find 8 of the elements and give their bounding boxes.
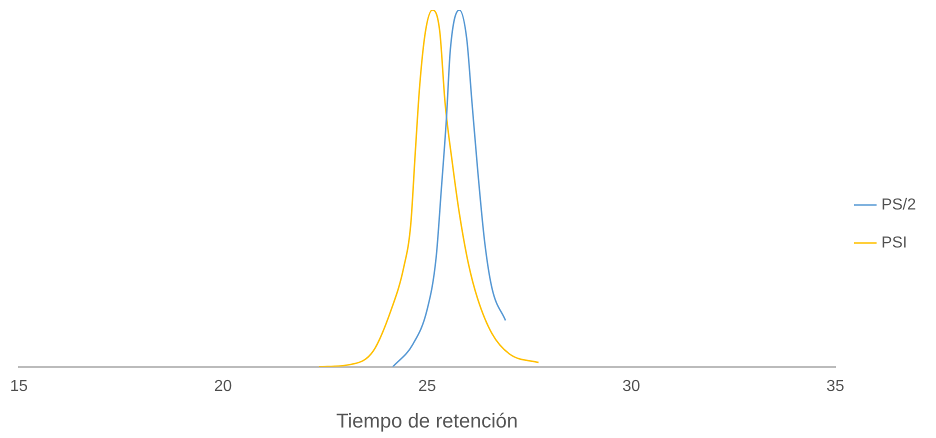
x-tick-label: 20 (214, 378, 232, 395)
legend-label: PS/2 (881, 196, 916, 214)
legend-label: PSI (881, 234, 908, 252)
x-tick-label: 25 (418, 378, 436, 395)
x-tick-label: 35 (826, 378, 844, 395)
x-axis-title: Tiempo de retención (336, 410, 518, 433)
x-tick-label: 30 (622, 378, 640, 395)
x-tick-label: 15 (10, 378, 28, 395)
